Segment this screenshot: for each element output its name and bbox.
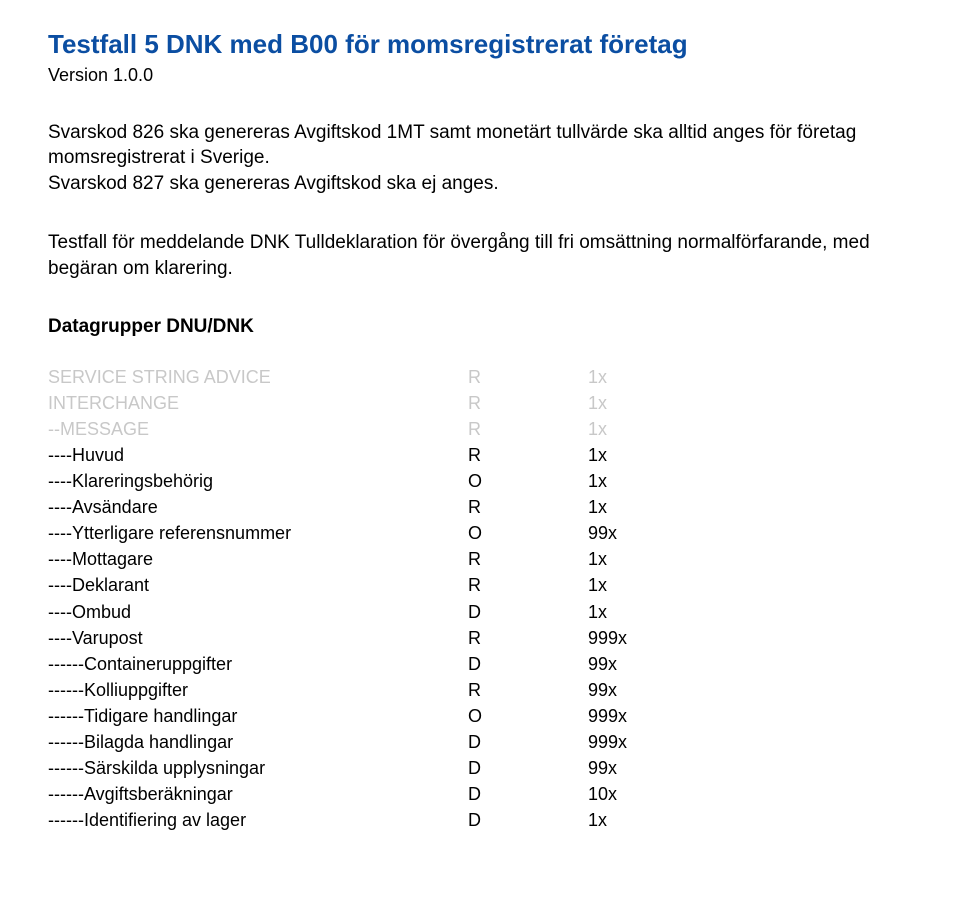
row-cardinality: 1x [588,468,688,494]
row-required: D [468,599,588,625]
row-required: D [468,651,588,677]
table-row: ------AvgiftsberäkningarD10x [48,781,688,807]
row-cardinality: 1x [588,494,688,520]
row-cardinality: 1x [588,599,688,625]
row-required: D [468,807,588,833]
row-label: ----Ombud [48,599,468,625]
page-title: Testfall 5 DNK med B00 för momsregistrer… [48,28,912,61]
row-required: R [468,677,588,703]
table-row: ----HuvudR1x [48,442,688,468]
table-row: ----Ytterligare referensnummerO99x [48,520,688,546]
row-required: O [468,703,588,729]
row-required: O [468,520,588,546]
row-required: O [468,468,588,494]
row-cardinality: 1x [588,442,688,468]
row-required: R [468,416,588,442]
row-required: R [468,494,588,520]
row-label: ------Avgiftsberäkningar [48,781,468,807]
row-required: R [468,625,588,651]
row-cardinality: 999x [588,729,688,755]
row-label: --MESSAGE [48,416,468,442]
table-row: ----MottagareR1x [48,546,688,572]
row-cardinality: 1x [588,364,688,390]
table-row: ----DeklarantR1x [48,572,688,598]
table-row: ------Särskilda upplysningarD99x [48,755,688,781]
table-row: ------Identifiering av lagerD1x [48,807,688,833]
row-required: R [468,572,588,598]
row-cardinality: 1x [588,416,688,442]
row-label: ------Kolliuppgifter [48,677,468,703]
table-row: ------Tidigare handlingarO999x [48,703,688,729]
row-label: ----Avsändare [48,494,468,520]
row-label: ----Huvud [48,442,468,468]
row-label: ------Containeruppgifter [48,651,468,677]
version-line: Version 1.0.0 [48,65,912,86]
row-required: R [468,364,588,390]
row-cardinality: 1x [588,807,688,833]
row-cardinality: 99x [588,755,688,781]
row-required: R [468,442,588,468]
row-cardinality: 1x [588,572,688,598]
row-label: ------Identifiering av lager [48,807,468,833]
row-label: ----Deklarant [48,572,468,598]
row-label: ----Ytterligare referensnummer [48,520,468,546]
table-row: ------KolliuppgifterR99x [48,677,688,703]
data-group-table: SERVICE STRING ADVICER1xINTERCHANGER1x--… [48,364,688,834]
row-cardinality: 10x [588,781,688,807]
table-row: SERVICE STRING ADVICER1x [48,364,688,390]
section-heading: Datagrupper DNU/DNK [48,316,912,338]
row-cardinality: 99x [588,677,688,703]
row-label: ------Bilagda handlingar [48,729,468,755]
table-row: --MESSAGER1x [48,416,688,442]
row-cardinality: 99x [588,651,688,677]
row-cardinality: 99x [588,520,688,546]
row-required: R [468,390,588,416]
table-row: ------ContaineruppgifterD99x [48,651,688,677]
row-label: ------Särskilda upplysningar [48,755,468,781]
table-row: ----VarupostR999x [48,625,688,651]
row-cardinality: 999x [588,625,688,651]
table-row: ------Bilagda handlingarD999x [48,729,688,755]
lead-paragraph: Svarskod 826 ska genereras Avgiftskod 1M… [48,120,912,197]
row-required: D [468,781,588,807]
row-label: INTERCHANGE [48,390,468,416]
row-label: ----Klareringsbehörig [48,468,468,494]
row-label: SERVICE STRING ADVICE [48,364,468,390]
row-cardinality: 1x [588,390,688,416]
table-row: ----KlareringsbehörigO1x [48,468,688,494]
table-row: ----OmbudD1x [48,599,688,625]
row-required: D [468,729,588,755]
row-label: ----Varupost [48,625,468,651]
row-label: ----Mottagare [48,546,468,572]
table-row: INTERCHANGER1x [48,390,688,416]
row-required: R [468,546,588,572]
table-row: ----AvsändareR1x [48,494,688,520]
row-cardinality: 1x [588,546,688,572]
row-required: D [468,755,588,781]
row-cardinality: 999x [588,703,688,729]
row-label: ------Tidigare handlingar [48,703,468,729]
subhead-paragraph: Testfall för meddelande DNK Tulldeklarat… [48,230,912,281]
